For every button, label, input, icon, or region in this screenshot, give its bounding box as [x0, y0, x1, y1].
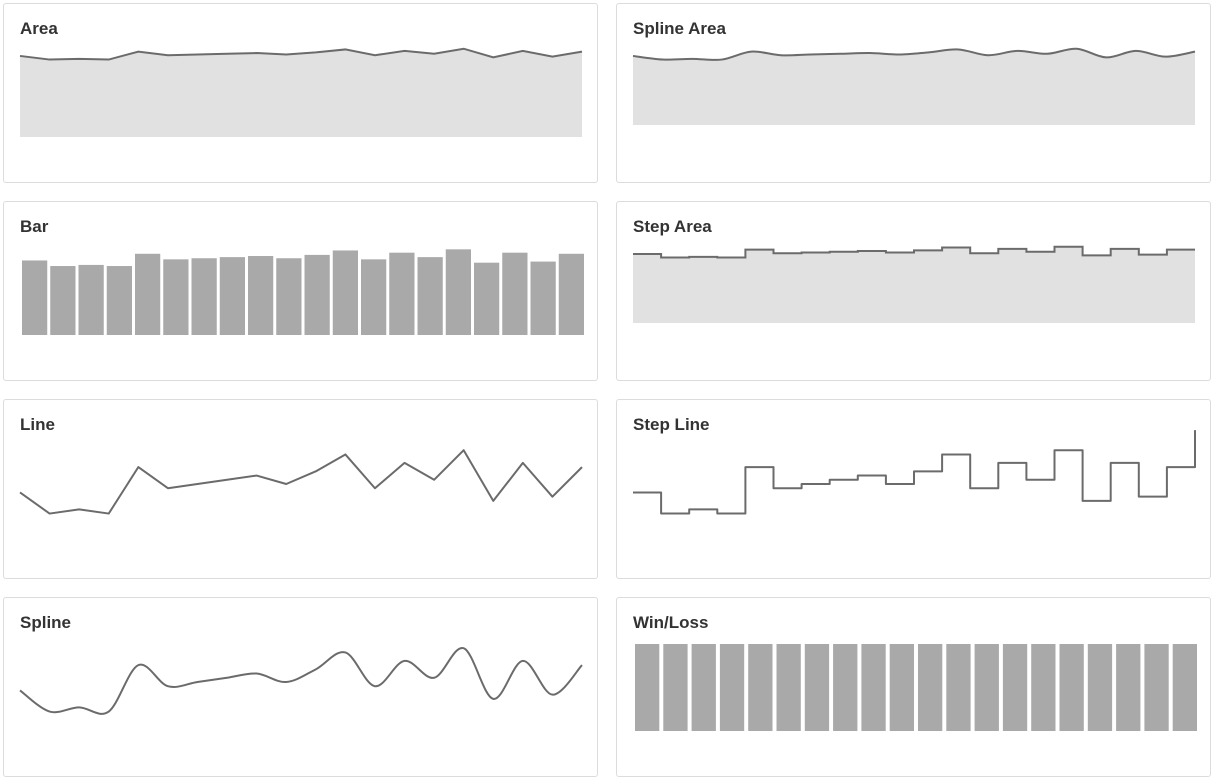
card-area: Area: [3, 3, 598, 183]
step-line-path: [633, 430, 1196, 515]
bar-15: [417, 257, 443, 335]
win-loss-bar-20: [1172, 644, 1197, 731]
win-loss-bar-15: [1031, 644, 1056, 731]
win-loss-bar-1: [635, 644, 660, 731]
win-loss-bar-14: [1002, 644, 1028, 731]
bar-1: [22, 260, 48, 335]
area-line: [633, 245, 1195, 259]
win-loss-bar-8: [833, 644, 858, 731]
bar-17: [474, 262, 500, 335]
area-fill: [633, 48, 1195, 126]
win-loss-bar-19: [1144, 644, 1169, 731]
win-loss-bar-6: [776, 644, 801, 731]
card-bar: Bar: [3, 201, 598, 381]
card-title-line: Line: [20, 415, 55, 434]
bar-20: [558, 253, 584, 335]
bar-3: [78, 264, 104, 335]
win-loss-bar-17: [1087, 644, 1113, 731]
win-loss-bar-9: [861, 644, 886, 731]
line-path: [19, 449, 583, 515]
card-spline: Spline: [3, 597, 598, 777]
card-title-bar: Bar: [20, 217, 49, 236]
win-loss-bar-2: [663, 644, 688, 731]
win-loss-bar-13: [974, 644, 999, 731]
spline-area-sparkline: [632, 47, 1196, 126]
bar-5: [135, 253, 161, 335]
bar-14: [389, 252, 415, 335]
area-line: [632, 47, 1196, 61]
bar-9: [248, 256, 274, 335]
spline-sparkline: [19, 647, 583, 715]
step-area-sparkline: [633, 245, 1195, 323]
area-fill: [20, 48, 582, 137]
bar-13: [361, 259, 387, 335]
card-win-loss: Win/Loss: [616, 597, 1211, 777]
win-loss-sparkline: [635, 644, 1197, 731]
bar-10: [276, 258, 302, 335]
win-loss-bar-7: [804, 644, 830, 731]
bar-sparkline: [22, 249, 584, 335]
area-line: [19, 47, 583, 61]
step-line-sparkline: [633, 430, 1196, 515]
area-fill: [633, 246, 1195, 323]
card-spline-area: Spline Area: [616, 3, 1211, 183]
win-loss-bar-10: [889, 644, 914, 731]
win-loss-bar-12: [946, 644, 971, 731]
card-title-spline: Spline: [20, 613, 72, 632]
bar-7: [191, 258, 217, 335]
line-sparkline: [19, 449, 583, 515]
card-title-area: Area: [20, 19, 58, 38]
win-loss-bar-18: [1116, 644, 1141, 731]
card-title-step-line: Step Line: [633, 415, 710, 434]
win-loss-bar-16: [1059, 644, 1084, 731]
win-loss-bar-4: [719, 644, 745, 731]
win-loss-bar-5: [748, 644, 773, 731]
bar-6: [163, 259, 189, 335]
area-sparkline: [19, 47, 583, 137]
bar-16: [445, 249, 471, 335]
card-line: Line: [3, 399, 598, 579]
bar-8: [219, 257, 245, 335]
card-title-spline-area: Spline Area: [633, 19, 726, 38]
win-loss-bar-3: [691, 644, 716, 731]
card-title-win-loss: Win/Loss: [633, 613, 709, 632]
spline-path: [19, 647, 583, 715]
card-step-line: Step Line: [616, 399, 1211, 579]
card-title-step-area: Step Area: [633, 217, 712, 236]
bar-19: [530, 261, 556, 335]
card-step-area: Step Area: [616, 201, 1211, 381]
bar-2: [50, 266, 76, 335]
bar-4: [106, 266, 132, 335]
bar-12: [332, 250, 358, 335]
win-loss-bar-11: [918, 644, 943, 731]
bar-18: [502, 252, 528, 335]
bar-11: [304, 254, 330, 335]
